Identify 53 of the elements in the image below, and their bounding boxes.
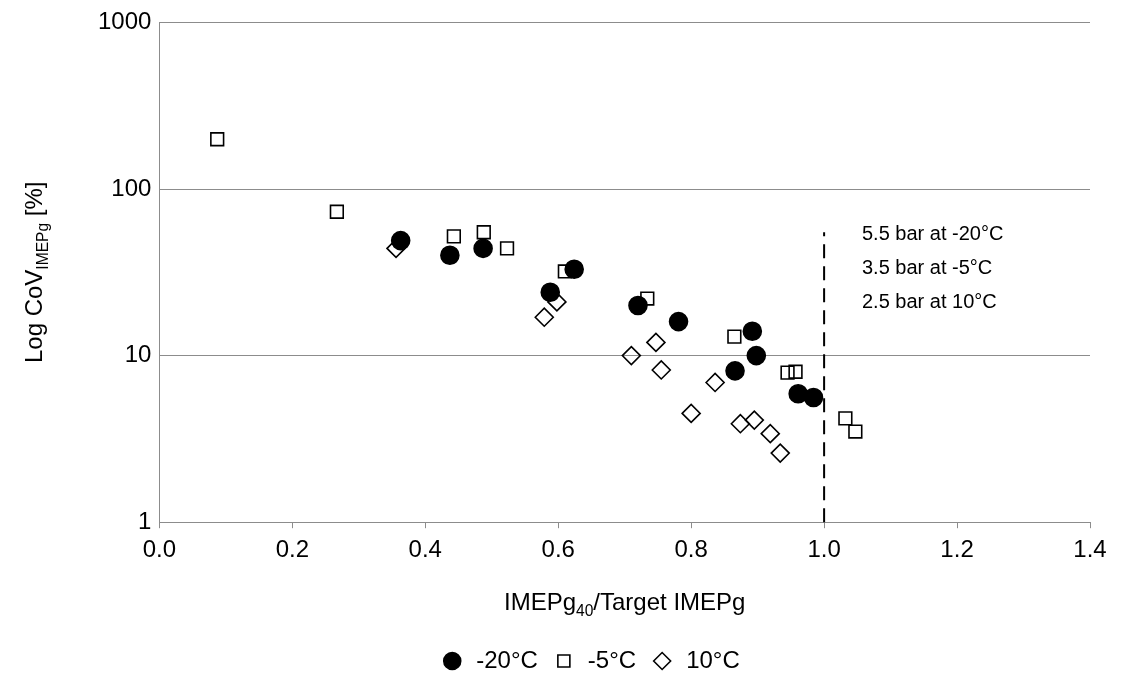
- point: [803, 387, 824, 408]
- x-tick-label: 1.2: [940, 535, 974, 563]
- point: [848, 424, 863, 439]
- x-tick-label: 0.6: [541, 535, 575, 563]
- point: [210, 132, 225, 147]
- point: [499, 241, 515, 256]
- point: [681, 403, 701, 424]
- point: [534, 307, 555, 328]
- point: [651, 360, 672, 380]
- annotation: 5.5 bar at -20°C: [862, 222, 1004, 245]
- point: [668, 311, 689, 332]
- point: [788, 364, 803, 379]
- point: [760, 423, 781, 444]
- x-tick-label: 0.2: [275, 535, 310, 563]
- point: [727, 329, 742, 344]
- point: [628, 295, 648, 316]
- annotation: 3.5 bar at -5°C: [862, 256, 993, 279]
- x-tick-label: 0.4: [408, 535, 442, 563]
- annotation: 2.5 bar at 10°C: [862, 290, 997, 313]
- point: [329, 204, 345, 219]
- point: [540, 282, 561, 303]
- legend-label: -5°C: [587, 645, 637, 673]
- point: [646, 332, 666, 353]
- point: [705, 372, 725, 393]
- point: [564, 259, 584, 280]
- legend-label: -20°C: [476, 645, 538, 673]
- point: [476, 225, 491, 240]
- point: [730, 413, 751, 434]
- point: [440, 245, 460, 266]
- x-tick-label: 0.8: [674, 535, 708, 563]
- point: [640, 291, 655, 306]
- point: [838, 411, 853, 426]
- x-tick-label: 1.0: [807, 535, 841, 563]
- y-tick-label: 100: [111, 173, 152, 201]
- legend-label: 10°C: [686, 645, 740, 673]
- point: [473, 238, 493, 259]
- point: [742, 321, 763, 342]
- point: [746, 345, 767, 366]
- y-axis-title: Log CoVIMEPg [%]: [20, 181, 51, 364]
- point: [390, 230, 411, 251]
- y-tick-label: 10: [124, 340, 152, 368]
- x-tick-label: 0.0: [142, 535, 177, 563]
- point: [621, 345, 642, 366]
- y-tick-label: 1: [138, 506, 152, 534]
- point: [780, 365, 795, 380]
- point: [770, 443, 791, 463]
- y-tick-label: 1000: [98, 7, 152, 35]
- point: [744, 410, 765, 430]
- x-tick-label: 1.4: [1073, 535, 1107, 563]
- point: [725, 361, 745, 381]
- point: [446, 229, 462, 244]
- point: [557, 264, 573, 279]
- point: [547, 292, 567, 312]
